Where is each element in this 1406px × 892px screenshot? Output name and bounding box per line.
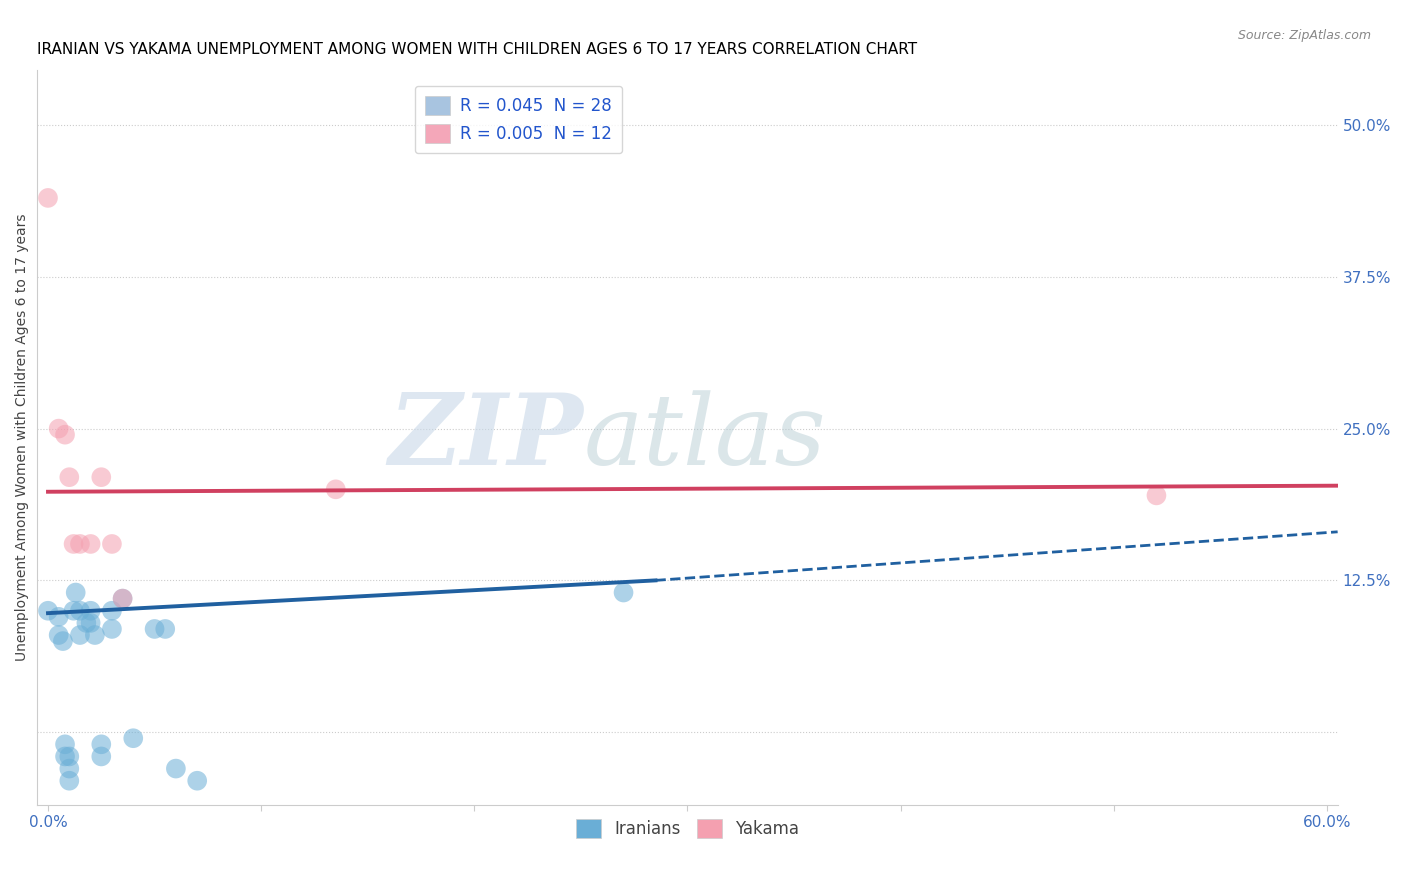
Y-axis label: Unemployment Among Women with Children Ages 6 to 17 years: Unemployment Among Women with Children A… <box>15 214 30 662</box>
Point <box>53 427 76 442</box>
Point <box>37 191 59 205</box>
Point <box>155 622 177 636</box>
Point <box>83 628 105 642</box>
Point <box>58 773 80 788</box>
Point <box>90 470 112 484</box>
Point <box>65 585 87 599</box>
Point <box>165 762 187 776</box>
Point <box>111 591 134 606</box>
Text: atlas: atlas <box>583 390 827 485</box>
Text: IRANIAN VS YAKAMA UNEMPLOYMENT AMONG WOMEN WITH CHILDREN AGES 6 TO 17 YEARS CORR: IRANIAN VS YAKAMA UNEMPLOYMENT AMONG WOM… <box>38 42 918 57</box>
Point <box>75 615 97 630</box>
Point <box>58 762 80 776</box>
Point <box>69 537 91 551</box>
Point <box>101 622 124 636</box>
Point <box>79 537 101 551</box>
Point <box>79 615 101 630</box>
Point <box>48 609 70 624</box>
Point <box>1146 488 1168 502</box>
Point <box>325 483 347 497</box>
Text: Source: ZipAtlas.com: Source: ZipAtlas.com <box>1237 29 1371 43</box>
Point <box>53 749 76 764</box>
Point <box>101 604 124 618</box>
Legend: Iranians, Yakama: Iranians, Yakama <box>569 812 806 845</box>
Point <box>62 537 84 551</box>
Point <box>48 628 70 642</box>
Point <box>52 634 75 648</box>
Point <box>90 749 112 764</box>
Point <box>58 749 80 764</box>
Point <box>69 604 91 618</box>
Point <box>90 737 112 751</box>
Point <box>62 604 84 618</box>
Point <box>48 422 70 436</box>
Text: ZIP: ZIP <box>388 390 583 486</box>
Point <box>37 604 59 618</box>
Point <box>612 585 634 599</box>
Point <box>58 470 80 484</box>
Point <box>79 604 101 618</box>
Point <box>101 537 124 551</box>
Point <box>111 591 134 606</box>
Point <box>122 731 145 746</box>
Point <box>69 628 91 642</box>
Point <box>143 622 166 636</box>
Point <box>53 737 76 751</box>
Point <box>186 773 208 788</box>
